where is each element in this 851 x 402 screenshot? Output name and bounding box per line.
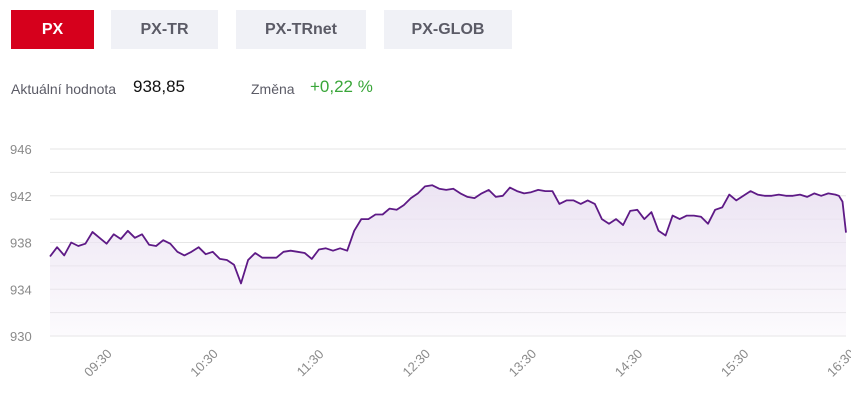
x-tick-label: 11:30 [294, 346, 327, 379]
quote-summary: Aktuální hodnota 938,85 Změna +0,22 % [11, 76, 411, 100]
x-tick-label: 15:30 [718, 346, 752, 380]
y-tick-label: 946 [10, 142, 32, 157]
x-tick-label: 16:30 [824, 346, 851, 380]
change-label: Změna [251, 81, 295, 97]
y-tick-label: 938 [10, 236, 32, 251]
tab-px[interactable]: PX [11, 10, 94, 49]
area-fill [50, 185, 846, 336]
y-tick-label: 930 [10, 329, 32, 344]
price-chart: 930 934 938 942 946 09:30 10:30 11:30 12:30 13:3… [10, 142, 851, 380]
tab-px-glob[interactable]: PX-GLOB [384, 10, 512, 49]
x-tick-label: 10:30 [187, 346, 221, 380]
x-tick-label: 13:30 [506, 346, 540, 380]
current-value: 938,85 [133, 77, 185, 96]
change-value: +0,22 % [310, 77, 373, 96]
value-label: Aktuální hodnota [11, 81, 117, 97]
series-line [49, 184, 847, 285]
x-tick-label: 09:30 [81, 346, 115, 380]
x-axis: 09:30 10:30 11:30 12:30 13:30 14:30 15:30 16:30 [81, 346, 851, 380]
y-tick-label: 934 [10, 282, 32, 297]
x-tick-label: 12:30 [399, 346, 433, 380]
y-tick-label: 942 [10, 189, 32, 204]
x-tick-label: 14:30 [612, 346, 646, 380]
y-axis: 930 934 938 942 946 [10, 142, 32, 344]
tab-px-trnet[interactable]: PX-TRnet [236, 10, 366, 49]
tab-px-tr[interactable]: PX-TR [111, 10, 218, 49]
chart-plot [49, 184, 847, 336]
